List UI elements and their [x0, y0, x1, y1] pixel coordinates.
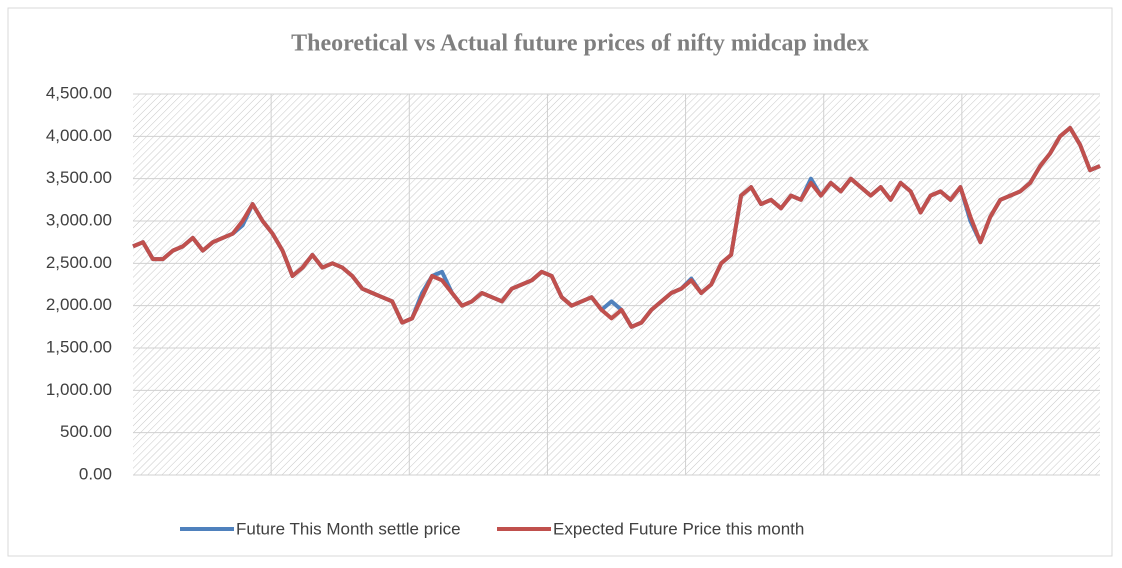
y-tick-label: 4,000.00 — [46, 126, 112, 145]
series-line — [132, 125, 1101, 329]
y-tick-label: 2,000.00 — [46, 295, 112, 314]
y-tick-label: 3,000.00 — [46, 210, 112, 229]
y-tick-label: 0.00 — [79, 464, 112, 483]
y-tick-label: 1,000.00 — [46, 380, 112, 399]
y-tick-label: 1,500.00 — [46, 337, 112, 356]
y-tick-label: 2,500.00 — [46, 253, 112, 272]
y-tick-label: 3,500.00 — [46, 168, 112, 187]
legend-label: Expected Future Price this month — [553, 519, 804, 538]
y-tick-label: 4,500.00 — [46, 83, 112, 102]
chart-title: Theoretical vs Actual future prices of n… — [291, 31, 869, 57]
legend-label: Future This Month settle price — [236, 519, 461, 538]
plot-area — [133, 94, 1100, 475]
y-tick-label: 500.00 — [60, 422, 112, 441]
